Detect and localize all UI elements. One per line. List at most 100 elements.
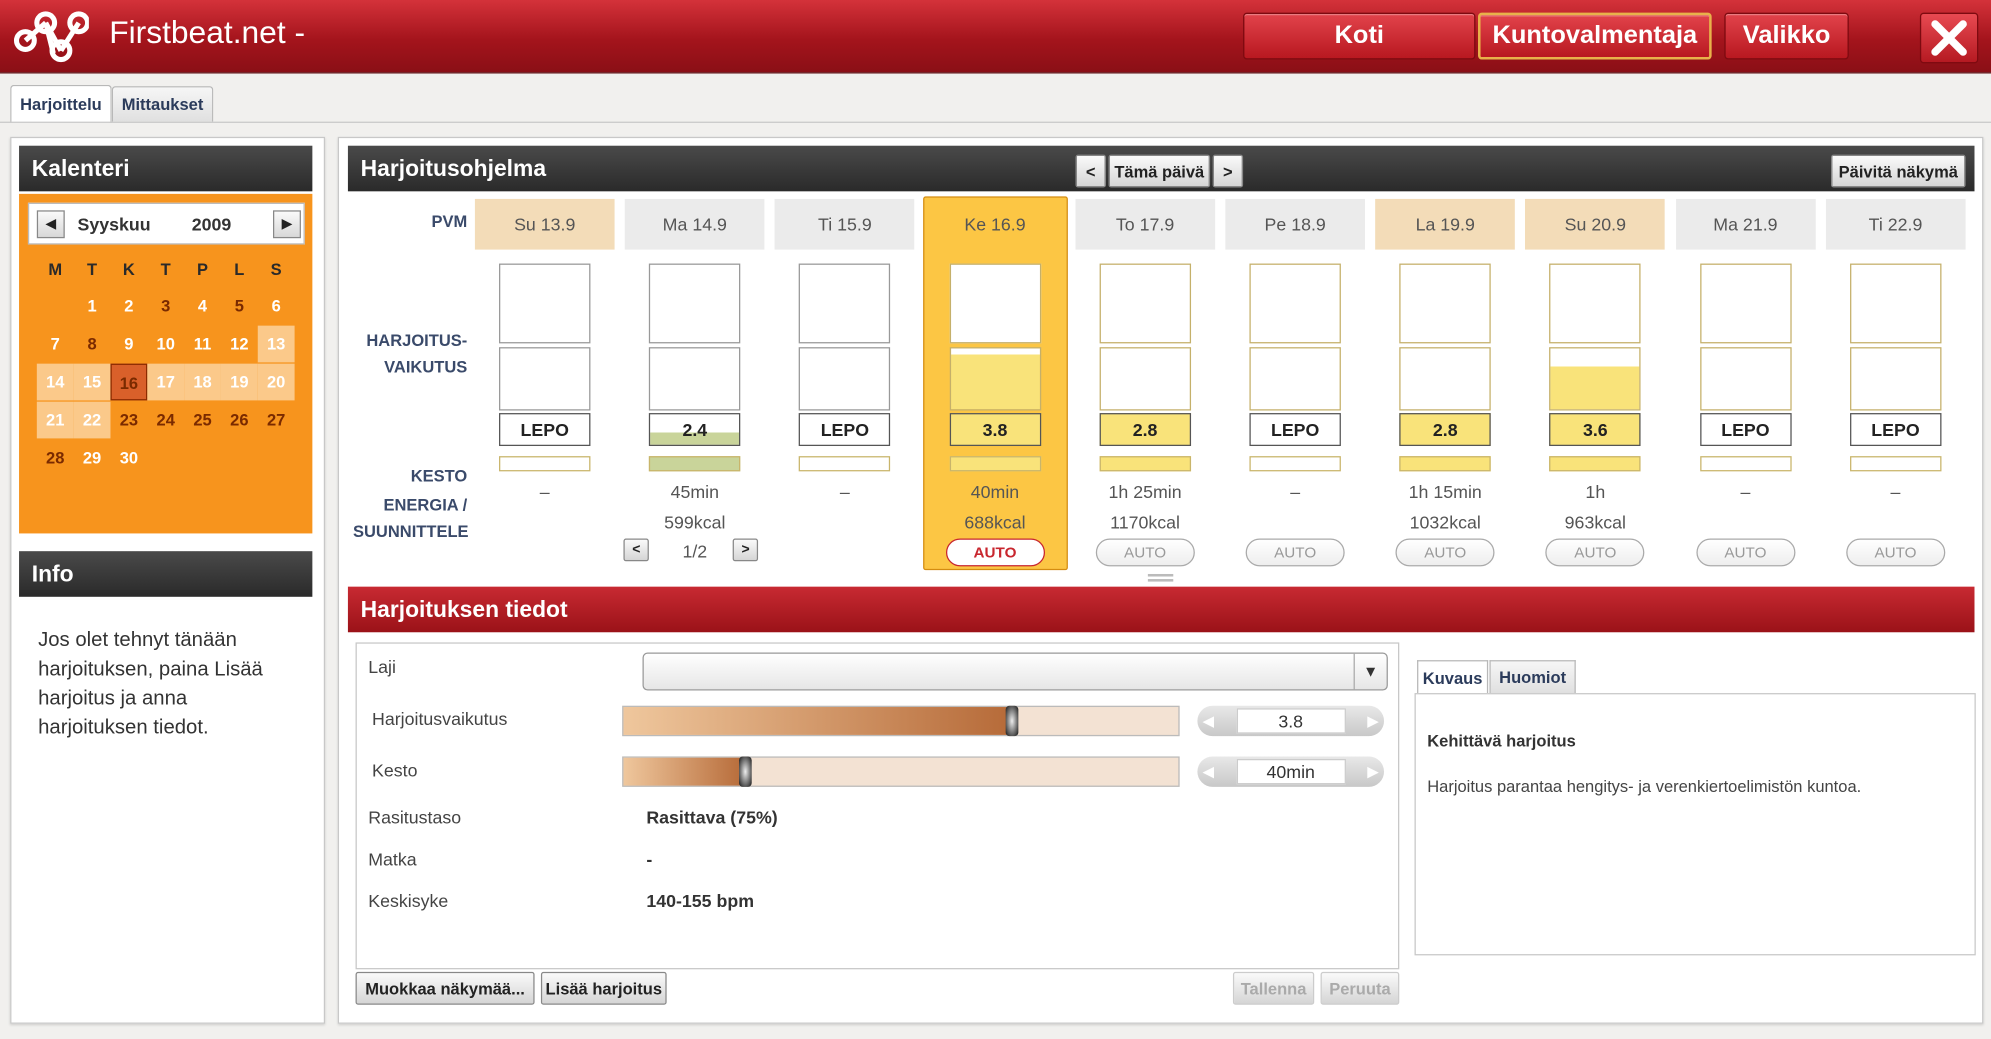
- effect-value-box[interactable]: LEPO: [499, 413, 591, 447]
- calendar-day[interactable]: 10: [156, 334, 175, 354]
- calendar-day[interactable]: 3: [161, 296, 171, 316]
- auto-button[interactable]: AUTO: [1545, 538, 1645, 567]
- sport-select[interactable]: ▼: [642, 652, 1388, 691]
- cancel-button[interactable]: Peruuta: [1320, 971, 1400, 1005]
- calendar-day[interactable]: 28: [46, 448, 65, 468]
- date-header[interactable]: To 17.9: [1075, 198, 1215, 250]
- duration-slider-knob[interactable]: [739, 756, 752, 787]
- edit-view-button[interactable]: Muokkaa näkymää...: [355, 971, 535, 1005]
- calendar-day[interactable]: 13: [257, 325, 295, 363]
- tab-harjoittelu[interactable]: Harjoittelu: [10, 84, 112, 123]
- calendar-day[interactable]: 19: [220, 363, 258, 401]
- nav-menu-button[interactable]: Valikko: [1724, 12, 1849, 60]
- auto-button[interactable]: AUTO: [945, 538, 1045, 567]
- effect-box-top[interactable]: [649, 263, 741, 344]
- calendar-day[interactable]: 6: [271, 296, 281, 316]
- duration-slider[interactable]: [622, 756, 1180, 787]
- effect-box-top[interactable]: [499, 263, 591, 344]
- calendar-day[interactable]: 7: [50, 334, 60, 354]
- effect-value-box[interactable]: LEPO: [1249, 413, 1341, 447]
- effect-box-top[interactable]: [1099, 263, 1191, 344]
- tab-huomiot[interactable]: Huomiot: [1489, 660, 1576, 694]
- effect-value-box[interactable]: LEPO: [799, 413, 891, 447]
- calendar-day[interactable]: 4: [197, 296, 208, 316]
- effect-box-top[interactable]: [1399, 263, 1491, 344]
- effect-value-box[interactable]: LEPO: [1699, 413, 1792, 447]
- calendar-day[interactable]: 5: [234, 296, 244, 316]
- calendar-day[interactable]: 1: [87, 296, 97, 316]
- pager-prev-button[interactable]: <: [623, 538, 650, 562]
- calendar-day[interactable]: 20: [257, 363, 295, 401]
- effect-slider-knob[interactable]: [1005, 705, 1019, 737]
- effect-box-bottom[interactable]: [649, 347, 741, 411]
- nav-home-button[interactable]: Koti: [1243, 12, 1476, 60]
- effect-increase-button[interactable]: ▶: [1367, 712, 1379, 730]
- effect-slider[interactable]: [622, 705, 1180, 737]
- auto-button[interactable]: AUTO: [1395, 538, 1495, 567]
- effect-value-box[interactable]: 2.8: [1099, 413, 1191, 447]
- auto-button[interactable]: AUTO: [1245, 538, 1345, 567]
- calendar-day[interactable]: 16: [110, 363, 148, 401]
- close-button[interactable]: [1919, 12, 1979, 64]
- effect-box-top[interactable]: [949, 263, 1041, 344]
- effect-value-box[interactable]: 2.4: [649, 413, 741, 447]
- effect-value-box[interactable]: 3.8: [949, 413, 1041, 447]
- date-header[interactable]: Su 13.9: [474, 198, 615, 250]
- date-header[interactable]: Ma 14.9: [624, 198, 765, 250]
- auto-button[interactable]: AUTO: [1095, 538, 1195, 567]
- duration-decrease-button[interactable]: ◀: [1202, 762, 1215, 781]
- effect-box-top[interactable]: [1549, 263, 1642, 344]
- refresh-view-button[interactable]: Päivitä näkymä: [1831, 154, 1966, 188]
- calendar-day[interactable]: 29: [82, 448, 102, 468]
- effect-box-bottom[interactable]: [1249, 347, 1341, 411]
- effect-box-top[interactable]: [799, 263, 891, 344]
- program-next-button[interactable]: >: [1212, 154, 1244, 188]
- nav-coach-button[interactable]: Kuntovalmentaja: [1478, 12, 1712, 60]
- pager-next-button[interactable]: >: [732, 538, 759, 562]
- effect-value-box[interactable]: 3.6: [1549, 413, 1642, 447]
- calendar-day[interactable]: 17: [147, 363, 185, 401]
- effect-value-box[interactable]: 2.8: [1399, 413, 1491, 447]
- date-header[interactable]: Ma 21.9: [1675, 198, 1816, 250]
- effect-box-bottom[interactable]: [499, 347, 591, 411]
- date-header[interactable]: Su 20.9: [1525, 198, 1666, 250]
- calendar-day[interactable]: 23: [119, 410, 139, 430]
- date-header[interactable]: Pe 18.9: [1225, 198, 1366, 250]
- date-header[interactable]: La 19.9: [1375, 198, 1516, 250]
- program-today-button[interactable]: Tämä päivä: [1108, 154, 1211, 188]
- effect-box-bottom[interactable]: [1549, 347, 1642, 411]
- tab-mittaukset[interactable]: Mittaukset: [111, 86, 214, 122]
- duration-increase-button[interactable]: ▶: [1367, 762, 1379, 781]
- calendar-day[interactable]: 2: [124, 296, 134, 316]
- date-header[interactable]: Ke 16.9: [964, 214, 1026, 235]
- effect-value[interactable]: 3.8: [1236, 708, 1346, 734]
- effect-box-top[interactable]: [1849, 263, 1942, 344]
- calendar-day[interactable]: 11: [193, 334, 212, 354]
- calendar-day[interactable]: 30: [119, 448, 139, 468]
- calendar-day[interactable]: 15: [73, 363, 111, 401]
- effect-box-top[interactable]: [1699, 263, 1792, 344]
- effect-box-top[interactable]: [1249, 263, 1341, 344]
- duration-stepper[interactable]: ◀ 40min ▶: [1197, 756, 1385, 787]
- calendar-day[interactable]: 22: [73, 401, 111, 439]
- calendar-next-month-button[interactable]: ▶: [273, 209, 301, 238]
- program-prev-button[interactable]: <: [1075, 154, 1106, 188]
- effect-box-bottom[interactable]: [799, 347, 891, 411]
- calendar-prev-month-button[interactable]: ◀: [36, 209, 65, 238]
- calendar-day[interactable]: 24: [156, 410, 175, 430]
- calendar-day[interactable]: 25: [193, 410, 212, 430]
- calendar-day[interactable]: 27: [266, 410, 286, 430]
- calendar-day[interactable]: 26: [230, 410, 249, 430]
- calendar-day[interactable]: 14: [36, 363, 74, 401]
- auto-button[interactable]: AUTO: [1845, 538, 1946, 567]
- date-header[interactable]: Ti 15.9: [775, 198, 915, 250]
- effect-value-box[interactable]: LEPO: [1849, 413, 1942, 447]
- effect-decrease-button[interactable]: ◀: [1202, 712, 1215, 730]
- effect-box-bottom[interactable]: [1099, 347, 1191, 411]
- date-header[interactable]: Ti 22.9: [1825, 198, 1966, 250]
- effect-box-bottom[interactable]: [1849, 347, 1942, 411]
- calendar-day[interactable]: 21: [36, 401, 74, 439]
- effect-box-bottom[interactable]: [1699, 347, 1792, 411]
- duration-value[interactable]: 40min: [1236, 758, 1346, 785]
- auto-button[interactable]: AUTO: [1695, 538, 1795, 567]
